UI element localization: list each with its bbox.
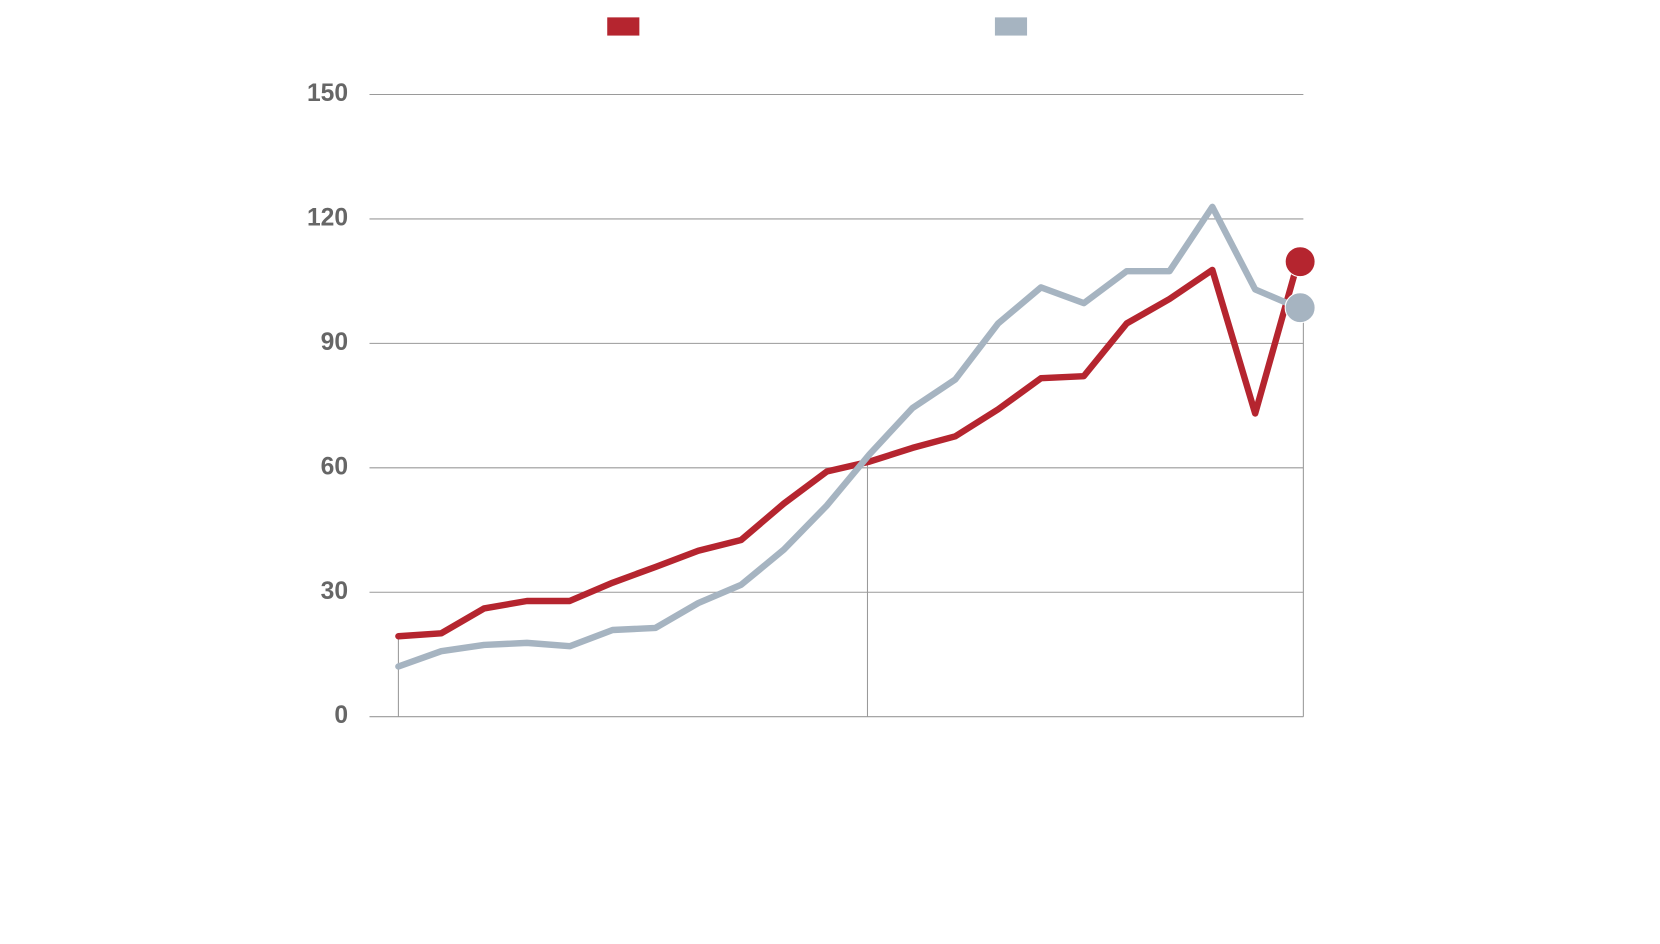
end-dot — [1284, 292, 1316, 324]
reference-lines — [397, 321, 1304, 717]
series-line — [395, 258, 1302, 640]
y-tick-label: 150 — [307, 80, 348, 107]
legend-swatch — [607, 17, 640, 36]
y-tick-label: 0 — [334, 702, 348, 729]
y-tick-label: 60 — [321, 453, 348, 480]
legend — [607, 17, 1028, 36]
lines — [395, 203, 1316, 670]
grid: 0 30 60 90 120 150 — [307, 80, 1304, 729]
y-tick-label: 120 — [307, 204, 348, 231]
y-tick-label: 30 — [321, 578, 348, 605]
legend-swatch — [994, 17, 1028, 36]
end-dot — [1284, 246, 1316, 278]
y-tick-label: 90 — [321, 329, 348, 356]
series-line — [395, 203, 1302, 670]
